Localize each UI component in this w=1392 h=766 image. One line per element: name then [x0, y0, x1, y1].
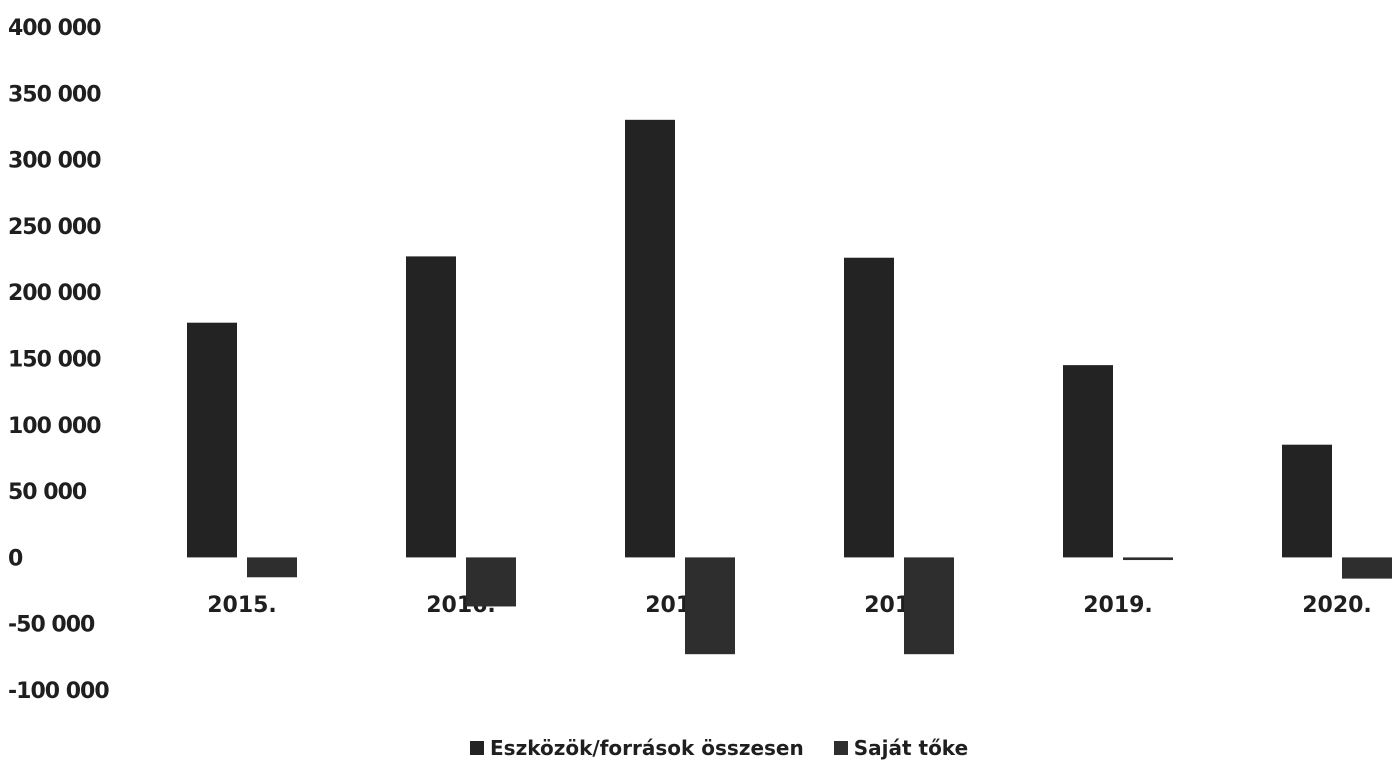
legend: Eszközök/források összesen Saját tőke — [470, 736, 968, 760]
y-tick-label: 0 — [8, 546, 23, 571]
x-category-label: 2020. — [1302, 593, 1372, 618]
bar-total-2018 — [844, 257, 894, 558]
legend-swatch-series-2 — [833, 741, 848, 755]
bar-equity-2017 — [685, 557, 735, 655]
x-axis-categories: 2015. 2016. 2017. 2018. 2019. 2020. — [207, 593, 1372, 618]
bar-equity-2019 — [1123, 557, 1173, 561]
y-axis-ticks: 400 000 350 000 300 000 250 000 200 000 150 0… — [8, 16, 110, 704]
y-tick-label: 100 000 — [8, 414, 101, 439]
legend-label-series-1: Eszközök/források összesen — [490, 736, 804, 760]
bar-equity-2018 — [904, 557, 954, 655]
y-tick-label: 150 000 — [8, 348, 101, 373]
y-tick-label: 200 000 — [8, 281, 101, 306]
y-tick-label: 50 000 — [8, 480, 87, 505]
legend-item-series-1: Eszközök/források összesen — [470, 736, 804, 760]
y-tick-label: 250 000 — [8, 215, 101, 240]
bar-total-2015 — [187, 322, 237, 558]
bar-total-2019 — [1063, 365, 1113, 558]
bar-total-2020 — [1282, 444, 1332, 558]
bar-total-2016 — [406, 256, 456, 558]
legend-label-series-2: Saját tőke — [853, 736, 969, 760]
bar-equity-2020 — [1342, 557, 1392, 579]
x-category-label: 2015. — [207, 593, 277, 618]
y-tick-label: -100 000 — [8, 679, 109, 704]
bar-equity-2015 — [247, 557, 297, 578]
y-tick-label: 350 000 — [8, 82, 101, 107]
y-tick-label: 300 000 — [8, 149, 101, 174]
legend-item-series-2: Saját tőke — [833, 736, 969, 760]
x-category-label: 2019. — [1083, 593, 1153, 618]
bar-equity-2016 — [466, 557, 516, 607]
legend-swatch-series-1 — [470, 741, 484, 755]
y-tick-label: -50 000 — [8, 613, 95, 638]
bar-total-2017 — [625, 119, 675, 558]
y-tick-label: 400 000 — [8, 16, 101, 41]
bars — [187, 119, 1392, 655]
